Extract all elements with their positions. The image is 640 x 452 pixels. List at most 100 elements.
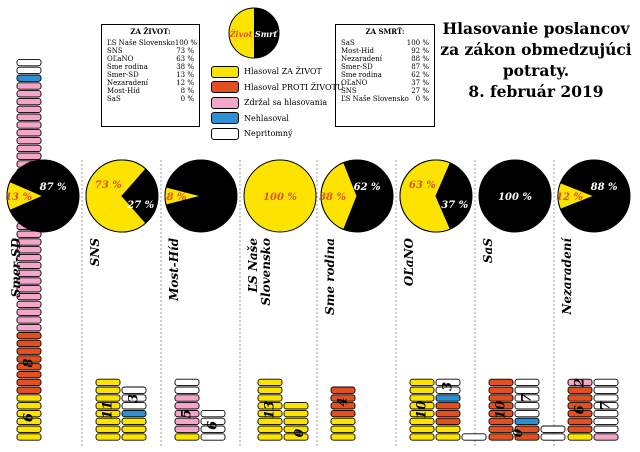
vote-box-za	[409, 425, 435, 433]
vote-box-proti	[330, 409, 356, 418]
legend-swatch-zdrzal	[211, 96, 239, 109]
vote-box-zdrzal	[16, 97, 42, 106]
vote-box-zdrzal	[567, 378, 593, 387]
za-zivot-row: ĽS Naše Slovensko 100 %	[107, 39, 197, 48]
vote-box-zdrzal	[16, 292, 42, 301]
party-label: Nezaradení	[560, 237, 574, 316]
vote-box-za	[330, 425, 356, 433]
vote-box-zdrzal	[16, 285, 42, 293]
vote-box-proti	[435, 402, 461, 410]
vote-box-nepritomny	[121, 394, 147, 402]
vote-box-proti	[488, 409, 514, 418]
vote-box-proti	[330, 394, 356, 402]
vote-box-za	[409, 402, 435, 410]
vote-box-proti	[16, 370, 42, 379]
za-smrt-percent: 100 %	[406, 39, 429, 48]
vote-box-nepritomny	[593, 386, 619, 394]
vote-box-za	[16, 433, 42, 441]
vote-box-proti	[514, 433, 540, 441]
vote-box-nepritomny	[540, 433, 566, 441]
vote-box-za	[257, 386, 283, 394]
vote-box-zdrzal	[16, 246, 42, 254]
vote-box-nepritomny	[121, 402, 147, 410]
za-zivot-row: Sme rodina 38 %	[107, 63, 194, 71]
segment-label: 7	[520, 394, 535, 403]
pie-label-proti: 87 %	[40, 182, 67, 193]
za-smrt-header: ZA SMRŤ:	[365, 27, 405, 36]
za-smrt-row: Nezaradení 88 %	[341, 55, 429, 63]
vote-box-proti	[567, 417, 593, 426]
vote-box-zdrzal	[16, 261, 42, 270]
vote-box-proti	[567, 409, 593, 418]
pie-slice-za	[320, 161, 358, 231]
party-label: Most-Híd	[167, 237, 181, 301]
vote-box-proti	[567, 402, 593, 410]
vote-box-zdrzal	[16, 136, 42, 145]
vote-box-nepritomny	[121, 386, 147, 394]
vote-box-nepritomny	[593, 409, 619, 418]
vote-box-nehlasoval	[435, 394, 461, 402]
vote-box-nepritomny	[200, 409, 226, 418]
za-zivot-percent: 63 %	[176, 55, 194, 64]
vote-box-za	[257, 402, 283, 410]
legend-item-nepritomny: Nepritomný	[211, 126, 344, 142]
vote-box-proti	[567, 394, 593, 402]
vote-box-zdrzal	[16, 152, 42, 160]
za-zivot-row: Smer-SD 13 %	[107, 71, 194, 79]
party-label: Smer-SD	[9, 237, 23, 297]
vote-box-za	[409, 409, 435, 418]
za-zivot-row: SaS 0 %	[107, 95, 194, 103]
za-smrt-list: SaS 100 % Most-Híd 92 % Nezaradení 88 % Smer-S…	[341, 39, 429, 103]
za-zivot-party: SaS	[107, 95, 121, 104]
vote-box-nepritomny	[16, 58, 42, 67]
vote-box-nepritomny	[514, 386, 540, 394]
vote-box-zdrzal	[16, 144, 42, 153]
vote-box-proti	[488, 417, 514, 426]
vote-box-nehlasoval	[121, 409, 147, 418]
legend-item-za: Hlasoval ZA ŽIVOT	[211, 64, 344, 80]
bar-group-4: 4	[330, 386, 356, 441]
pie-4: 38 % 62 %	[319, 159, 394, 233]
pie-label-proti: 88 %	[591, 182, 618, 193]
legend-label: Nepritomný	[244, 129, 293, 139]
vote-box-zdrzal	[593, 433, 619, 441]
vote-box-za	[95, 378, 121, 387]
vote-box-za	[174, 433, 200, 441]
vote-box-proti	[16, 363, 42, 371]
legend-item-zdrzal: Zdržal sa hlasovania	[211, 95, 344, 111]
title-line-1: Hlasovanie poslancov	[442, 19, 630, 38]
za-zivot-party: OĽaNO	[107, 55, 134, 64]
title-line-3: potraty.	[502, 61, 570, 80]
bar-group-6: 10 7 0	[488, 378, 566, 441]
legend: Hlasoval ZA ŽIVOT Hlasoval PROTI ŽIVOTU Zd…	[211, 64, 344, 142]
logo-left-label: Život	[229, 29, 253, 39]
page-title: Hlasovanie poslancov za zákon obmedzujúc…	[436, 18, 636, 102]
vote-box-za	[435, 425, 461, 433]
segment-label: 3	[441, 382, 456, 391]
pie-slice-za	[243, 159, 317, 233]
za-zivot-party: ĽS Naše Slovensko	[107, 39, 175, 48]
za-smrt-party: ĽS Naše Slovensko	[341, 95, 409, 104]
pie-label-proti: 37 %	[441, 200, 468, 211]
vote-box-za	[95, 417, 121, 426]
pie-3: 100 %	[243, 159, 317, 233]
legend-swatch-proti	[211, 81, 239, 94]
vote-box-za	[16, 394, 42, 402]
vote-box-za	[257, 378, 283, 387]
segment-label: 6	[22, 413, 37, 422]
za-zivot-percent: 8 %	[180, 87, 194, 96]
vote-box-zdrzal	[174, 402, 200, 410]
vote-box-za	[409, 386, 435, 394]
pies: 13 % 87 % 73 % 27 % 8 % 100 % 38 % 62 % 63 % 37 %…	[5, 159, 631, 233]
vote-box-za	[257, 394, 283, 402]
segment-label: 13	[263, 401, 278, 419]
za-smrt-party: Smer-SD	[341, 63, 373, 72]
vote-box-zdrzal	[16, 300, 42, 309]
za-zivot-list: ĽS Naše Slovensko 100 % SNS 73 % OĽaNO 63 % Sm…	[107, 39, 197, 103]
pie-label-proti: 62 %	[354, 182, 381, 193]
za-zivot-header: ZA ŽIVOT:	[130, 27, 171, 36]
legend-label: Nehlasoval	[244, 113, 289, 123]
vote-box-proti	[16, 378, 42, 387]
vote-box-za	[257, 433, 283, 441]
pie-slice-za	[557, 182, 596, 210]
